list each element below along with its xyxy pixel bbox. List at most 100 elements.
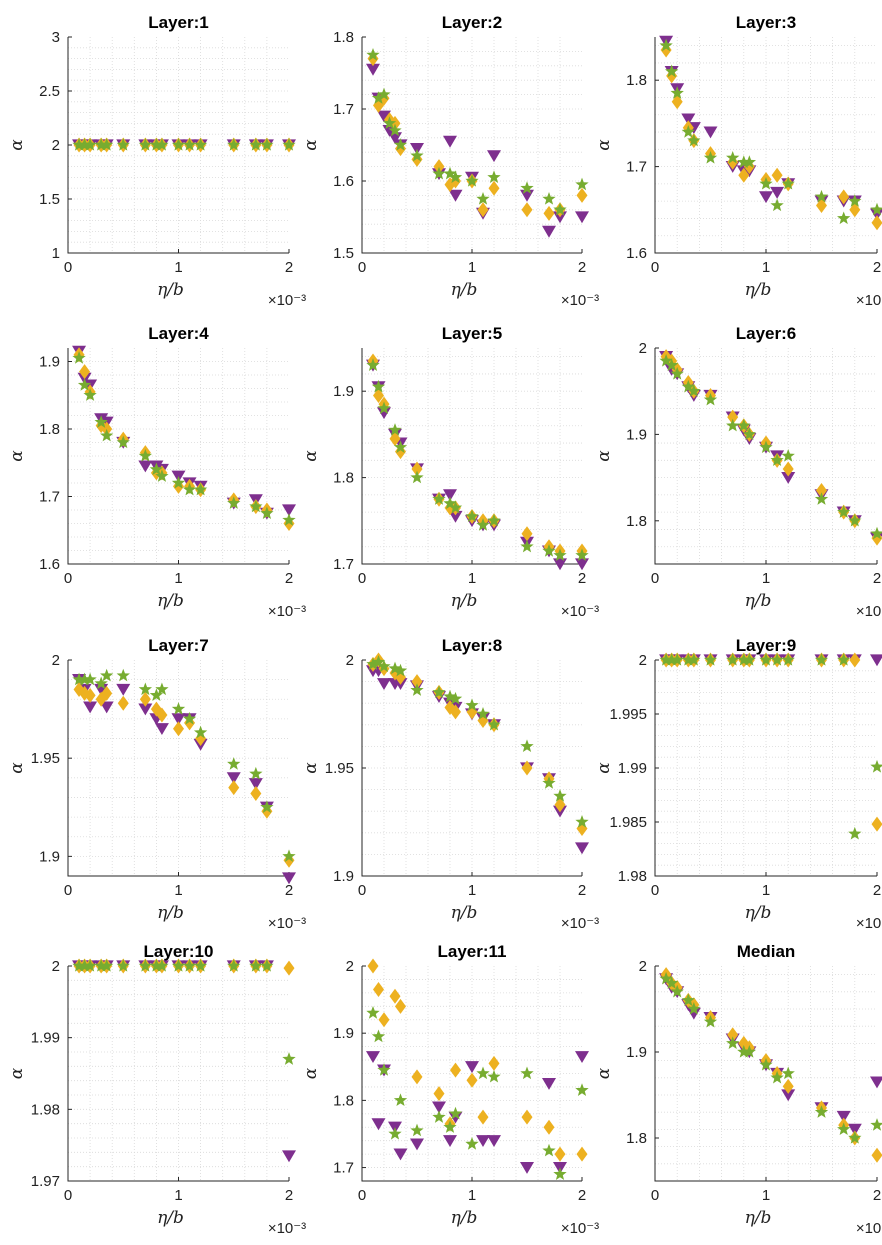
series-triangle-down xyxy=(72,674,296,885)
data-point-triangle-down xyxy=(377,110,391,123)
data-point-star xyxy=(770,1070,784,1084)
series-star xyxy=(366,1006,589,1180)
data-point-star xyxy=(77,959,92,972)
y-axis-label: α xyxy=(7,1067,27,1079)
data-point-star xyxy=(781,176,795,190)
data-point-star xyxy=(282,138,296,151)
data-point-diamond xyxy=(433,1086,445,1102)
y-tick-label: 1.9 xyxy=(333,1025,354,1042)
data-point-star xyxy=(171,476,186,489)
data-point-star xyxy=(100,138,114,151)
data-point-star xyxy=(487,513,501,527)
data-point-diamond xyxy=(727,409,739,425)
series-diamond xyxy=(367,958,588,1162)
x-tick-label: 0 xyxy=(651,570,659,587)
data-point-triangle-down xyxy=(116,683,131,696)
panel-5: 0 1 2 1.7 1.8 1.9 Layer:5 η/b α ×10⁻³ xyxy=(301,324,599,620)
y-tick-label: 1.9 xyxy=(626,426,647,443)
x-tick-label: 0 xyxy=(64,1187,72,1204)
data-point-star xyxy=(100,959,114,972)
x-tick-label: 2 xyxy=(578,882,586,899)
data-point-triangle-down xyxy=(448,1111,463,1124)
axes-frame xyxy=(67,966,289,1182)
data-point-diamond xyxy=(849,652,861,668)
y-tick-label: 1.6 xyxy=(39,556,60,573)
series-star xyxy=(659,653,882,840)
panel-12: 0 1 2 1.8 1.9 2 Median η/b α ×10⁻³ xyxy=(594,942,882,1237)
data-point-star xyxy=(520,181,534,194)
data-point-triangle-down xyxy=(575,558,589,571)
panel-2: 0 1 2 1.5 1.6 1.7 1.8 Layer:2 η/b α ×10⁻³ xyxy=(301,13,599,309)
data-point-star xyxy=(443,689,457,703)
x-exponent-label: ×10⁻³ xyxy=(268,292,306,309)
data-point-diamond xyxy=(871,1147,882,1163)
data-point-diamond xyxy=(838,189,850,205)
data-point-diamond xyxy=(411,1069,423,1085)
data-point-star xyxy=(94,138,108,151)
data-point-star xyxy=(182,711,197,725)
panel-title: Layer:4 xyxy=(148,324,209,343)
series-star xyxy=(366,48,589,216)
data-point-triangle-down xyxy=(770,186,785,199)
data-point-star xyxy=(260,800,274,813)
data-point-star xyxy=(681,993,695,1007)
data-point-diamond xyxy=(727,1027,739,1043)
data-point-star xyxy=(371,91,386,104)
y-tick-label: 3 xyxy=(52,29,60,46)
x-tick-label: 1 xyxy=(468,570,476,587)
data-point-star xyxy=(553,548,567,562)
data-point-diamond xyxy=(466,1072,478,1088)
data-point-star xyxy=(837,653,851,666)
data-point-star xyxy=(193,725,208,739)
data-point-triangle-down xyxy=(520,189,534,202)
x-tick-label: 0 xyxy=(64,259,72,276)
data-point-diamond xyxy=(554,1146,566,1162)
series-diamond xyxy=(367,353,588,559)
x-axis-label: η/b xyxy=(745,1208,772,1228)
data-point-star xyxy=(100,668,114,682)
y-axis-label: α xyxy=(594,1067,614,1079)
y-tick-label: 1.98 xyxy=(618,868,647,885)
data-point-star xyxy=(432,166,446,180)
data-point-diamond xyxy=(671,94,683,110)
data-point-diamond xyxy=(849,202,861,218)
data-point-star xyxy=(388,123,402,137)
data-point-diamond xyxy=(477,1109,489,1125)
y-tick-label: 1.8 xyxy=(39,421,60,438)
data-point-star xyxy=(848,826,862,840)
data-point-star xyxy=(759,653,773,666)
data-point-triangle-down xyxy=(575,842,589,855)
data-point-star xyxy=(432,492,446,505)
x-axis-label: η/b xyxy=(157,591,184,611)
data-point-star xyxy=(870,202,882,216)
data-point-star xyxy=(814,653,829,666)
y-axis-label: α xyxy=(301,450,321,462)
data-point-diamond xyxy=(576,187,588,203)
panel-title: Layer:6 xyxy=(736,324,796,343)
data-point-triangle-down xyxy=(371,1118,386,1131)
x-tick-label: 1 xyxy=(762,570,770,587)
data-point-star xyxy=(432,685,446,699)
series-star xyxy=(72,351,296,526)
data-point-star xyxy=(487,717,501,731)
x-tick-label: 2 xyxy=(873,1187,881,1204)
x-tick-label: 0 xyxy=(358,1187,366,1204)
data-point-star xyxy=(759,176,773,190)
data-point-star xyxy=(759,1057,773,1071)
data-point-triangle-down xyxy=(282,872,296,885)
data-point-star xyxy=(542,192,556,205)
data-point-triangle-down xyxy=(487,150,501,163)
data-point-star xyxy=(476,1066,490,1080)
series-diamond xyxy=(660,967,882,1163)
data-point-star xyxy=(726,1036,740,1050)
data-point-star xyxy=(542,776,556,789)
data-point-star xyxy=(848,513,862,527)
data-point-star xyxy=(687,133,701,147)
data-point-star xyxy=(171,702,186,715)
data-point-star xyxy=(388,661,402,675)
data-point-star xyxy=(77,138,92,151)
data-point-triangle-down xyxy=(465,1061,479,1074)
data-point-triangle-down xyxy=(703,126,718,139)
